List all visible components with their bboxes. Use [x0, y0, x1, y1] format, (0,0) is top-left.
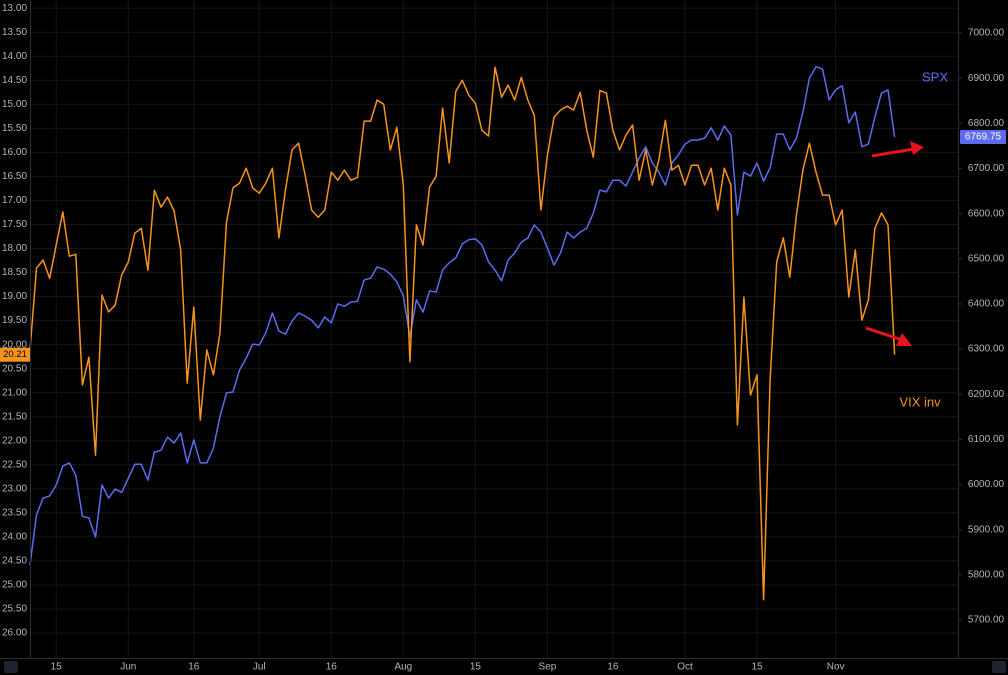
- x-tick-label: 15: [51, 662, 63, 673]
- x-tick-label: 15: [751, 662, 763, 673]
- y2-tick-label: 6300.00: [968, 344, 1005, 355]
- y-tick-label: 22.00: [2, 435, 27, 446]
- y-tick-label: 20.00: [2, 339, 27, 350]
- price-badge: [0, 347, 30, 362]
- y-tick-label: 17.50: [2, 219, 27, 230]
- arrow-head: [910, 141, 924, 155]
- y-tick-label: 20.50: [2, 363, 27, 374]
- y2-tick-label: 6800.00: [968, 118, 1005, 129]
- series-name: VIX inv: [899, 394, 941, 409]
- x-tick-label: Jul: [253, 662, 266, 673]
- series-name: SPX: [922, 69, 948, 84]
- y2-tick-label: 6000.00: [968, 479, 1005, 490]
- arrow-up: [871, 141, 924, 158]
- labels: 13.00 13.50 14.00 14.50 15.00 15.50 16.00 16.50…: [0, 3, 1006, 673]
- x-tick-label: Aug: [394, 662, 412, 673]
- arrow-shaft: [871, 147, 915, 158]
- y-tick-label: 19.00: [2, 291, 27, 302]
- y-tick-label: 19.50: [2, 315, 27, 326]
- series-line: [29, 66, 896, 601]
- x-tick-label: Sep: [539, 662, 557, 673]
- arrow-down: [865, 326, 912, 346]
- y-tick-label: 14.50: [2, 75, 27, 86]
- y2-tick-label: 5700.00: [968, 615, 1005, 626]
- y2-tick-label: 6100.00: [968, 434, 1005, 445]
- price-label: 20.21: [3, 349, 27, 360]
- y-tick-label: 25.00: [2, 580, 27, 591]
- y-tick-label: 21.50: [2, 411, 27, 422]
- y-tick-label: 24.50: [2, 556, 27, 567]
- y2-tick-label: 5800.00: [968, 570, 1005, 581]
- y-tick-label: 26.00: [2, 628, 27, 639]
- y-tick-label: 15.00: [2, 99, 27, 110]
- y-tick-label: 21.00: [2, 387, 27, 398]
- y2-tick-label: 6900.00: [968, 73, 1005, 84]
- marks: [29, 66, 896, 601]
- x-tick-label: 16: [188, 662, 200, 673]
- y-tick-label: 23.00: [2, 483, 27, 494]
- y2-tick-label: 5900.00: [968, 524, 1005, 535]
- arrow-shaft: [865, 326, 903, 342]
- grid: [30, 0, 958, 658]
- y-tick-label: 25.50: [2, 604, 27, 615]
- y2-tick-label: 6600.00: [968, 208, 1005, 219]
- series-line: [29, 66, 896, 566]
- y-tick-label: 23.50: [2, 507, 27, 518]
- y-tick-label: 22.50: [2, 459, 27, 470]
- arrow-head: [896, 333, 912, 346]
- y2-tick-label: 6200.00: [968, 389, 1005, 400]
- x-tick-label: Nov: [827, 662, 845, 673]
- icon-badge[interactable]: [4, 661, 18, 673]
- y-tick-label: 17.00: [2, 195, 27, 206]
- y2-tick-label: 7000.00: [968, 28, 1005, 39]
- y-tick-label: 16.00: [2, 147, 27, 158]
- x-tick-label: 15: [470, 662, 482, 673]
- x-tick-label: 16: [326, 662, 338, 673]
- y-tick-label: 14.00: [2, 51, 27, 62]
- x-tick-label: Jun: [120, 662, 136, 673]
- y-tick-label: 13.00: [2, 3, 27, 14]
- icon-badge[interactable]: [992, 661, 1006, 673]
- y-tick-label: 24.00: [2, 532, 27, 543]
- x-tick-label: 16: [607, 662, 619, 673]
- y-tick-label: 16.50: [2, 171, 27, 182]
- y2-tick-label: 6400.00: [968, 299, 1005, 310]
- y-tick-label: 15.50: [2, 123, 27, 134]
- y2-tick-label: 6500.00: [968, 253, 1005, 264]
- y-tick-label: 13.50: [2, 27, 27, 38]
- x-tick-label: Oct: [677, 662, 693, 673]
- price-badge: [960, 129, 1006, 144]
- price-label: 6769.75: [965, 132, 1002, 143]
- y2-tick-label: 6700.00: [968, 163, 1005, 174]
- y-tick-label: 18.50: [2, 267, 27, 278]
- y-tick-label: 18.00: [2, 243, 27, 254]
